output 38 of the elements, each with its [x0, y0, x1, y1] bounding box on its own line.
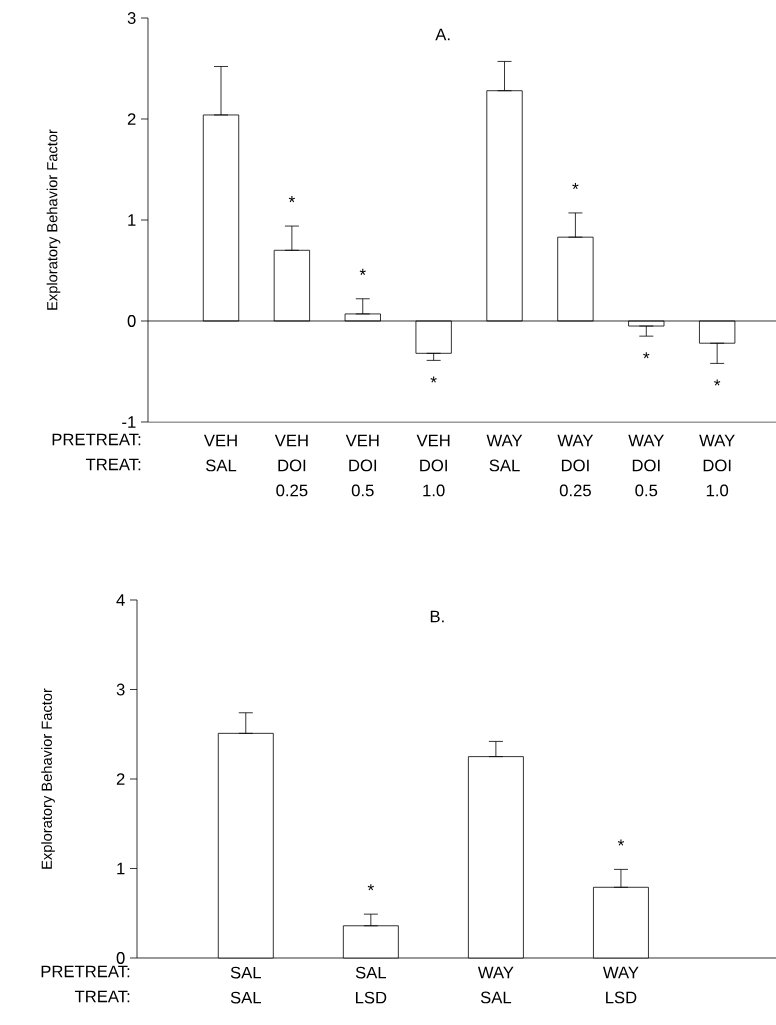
x-tick-label: WAY SAL [477, 966, 514, 1004]
x-tick-label: WAY LSD [602, 966, 639, 1004]
y-tick-label: 3 [127, 12, 136, 24]
x-tick-label: WAY DOI 0.25 [557, 434, 594, 497]
y-tick-label: 0 [127, 315, 136, 327]
annotation: * [367, 884, 374, 891]
x-tick-label: WAY DOI 1.0 [699, 434, 735, 497]
x-tick-label: VEH DOI 1.0 [416, 434, 450, 497]
y-tick-label: 4 [116, 594, 125, 606]
text: TREAT: [85, 458, 141, 471]
y-tick-label: 2 [127, 113, 136, 125]
x-tick-label: VEH DOI 0.25 [274, 434, 308, 497]
x-tick-label: SAL SAL [230, 966, 261, 1004]
text: PRETREAT: [41, 965, 130, 978]
x-tick-label: VEH SAL [203, 434, 237, 472]
x-tick-label: WAY SAL [486, 434, 523, 472]
annotation: * [359, 268, 366, 275]
annotation: * [617, 839, 625, 846]
annotation: * [714, 379, 721, 386]
chart-title: A. [435, 28, 450, 41]
annotation: * [572, 182, 579, 190]
text: TREAT: [74, 990, 130, 1003]
y-tick-label: 1 [117, 862, 125, 875]
chart-title: B. [430, 610, 444, 623]
y-axis-title: Exploratory Behavior Factor [41, 688, 55, 869]
y-axis-title: Exploratory Behavior Factor [46, 129, 61, 310]
y-tick-label: 3 [116, 683, 125, 696]
y-tick-label: 2 [116, 773, 125, 785]
x-tick-label: VEH DOI 0.5 [345, 434, 379, 497]
y-tick-label: 0 [116, 952, 125, 964]
annotation: * [430, 376, 437, 383]
text: PRETREAT: [52, 433, 141, 446]
y-tick-label: -1 [122, 416, 136, 428]
x-tick-label: WAY DOI 0.5 [628, 434, 664, 497]
x-tick-label: SAL LSD [355, 966, 387, 1004]
annotation: * [643, 352, 650, 359]
annotation: * [288, 196, 295, 203]
y-tick-label: 1 [128, 214, 136, 226]
